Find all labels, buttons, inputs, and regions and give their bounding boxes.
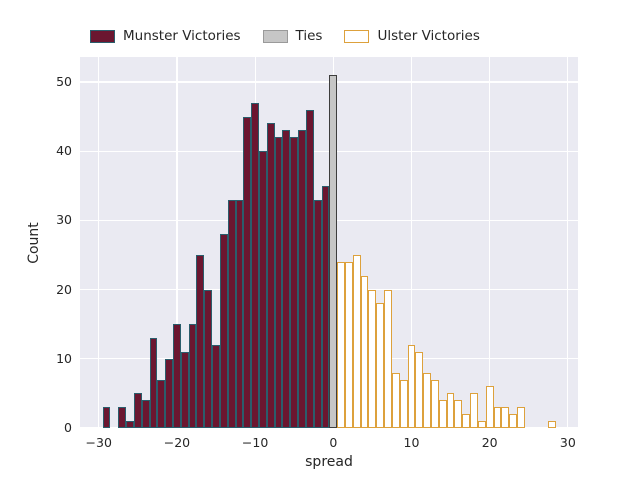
histogram-bar xyxy=(462,414,471,428)
legend-entry-ulster: Ulster Victories xyxy=(344,26,480,46)
histogram-bar xyxy=(266,123,275,428)
gridline-y-0 xyxy=(80,427,578,429)
gridline-x--30 xyxy=(98,57,100,428)
histogram-bar xyxy=(290,137,299,428)
histogram-bar xyxy=(431,379,439,428)
x-tick-label: 30 xyxy=(559,435,576,450)
histogram-bar xyxy=(376,303,385,428)
histogram-bar xyxy=(282,130,291,428)
histogram-bar xyxy=(126,421,134,428)
legend-label-ulster: Ulster Victories xyxy=(377,28,480,44)
legend-label-munster: Munster Victories xyxy=(123,28,241,44)
histogram-bar xyxy=(118,407,127,428)
histogram-bar xyxy=(180,351,189,428)
histogram-bar xyxy=(509,414,517,428)
histogram-bar xyxy=(477,421,486,428)
histogram-bar xyxy=(173,324,181,428)
histogram-bar xyxy=(407,344,416,428)
ulster-swatch-icon xyxy=(344,29,370,43)
histogram-bar xyxy=(102,407,111,428)
gridline-x--20 xyxy=(176,57,178,428)
gridline-y-40 xyxy=(80,150,578,152)
x-axis-title: spread xyxy=(305,454,353,470)
histogram-bar xyxy=(251,102,260,428)
y-tick-label: 10 xyxy=(56,350,72,366)
histogram-bar xyxy=(196,254,205,428)
x-tick-label: −20 xyxy=(163,435,191,450)
histogram-bar xyxy=(235,199,244,428)
legend-entry-munster: Munster Victories xyxy=(90,26,241,46)
gridline-y-50 xyxy=(80,81,578,83)
munster-swatch-icon xyxy=(90,29,115,43)
plot-area xyxy=(80,57,578,429)
x-tick-label: −30 xyxy=(85,435,112,450)
histogram-bar xyxy=(219,234,228,428)
histogram-bar xyxy=(274,137,283,428)
histogram-bar xyxy=(149,338,158,428)
gridline-x-10 xyxy=(410,57,413,428)
histogram-bar xyxy=(141,400,150,428)
y-tick-label: 30 xyxy=(56,212,72,228)
histogram-bar xyxy=(298,130,306,428)
ties-swatch-icon xyxy=(262,29,288,43)
histogram-bar xyxy=(384,289,392,428)
histogram-bar xyxy=(157,379,166,428)
histogram-bar xyxy=(204,289,213,428)
histogram-bar xyxy=(352,254,361,428)
histogram-bar xyxy=(133,393,142,428)
histogram-bar xyxy=(313,199,322,428)
histogram-bar xyxy=(423,372,432,428)
legend-label-ties: Ties xyxy=(295,28,323,44)
x-tick-label: −10 xyxy=(241,435,269,450)
histogram-bar xyxy=(329,74,338,428)
y-tick-label: 50 xyxy=(56,73,72,89)
x-tick-label: 10 xyxy=(403,435,420,450)
histogram-bar xyxy=(470,393,478,428)
histogram-bar xyxy=(321,185,330,428)
y-tick-label: 20 xyxy=(56,281,72,297)
histogram-bar xyxy=(415,351,424,428)
histogram-bar xyxy=(337,261,346,428)
histogram-bar xyxy=(227,199,236,428)
histogram-bar xyxy=(305,109,314,428)
histogram-bar xyxy=(368,289,377,428)
histogram-bar xyxy=(243,116,252,428)
histogram-bar xyxy=(391,372,400,428)
x-tick-label: 0 xyxy=(329,435,338,450)
legend-entry-ties: Ties xyxy=(262,26,323,46)
histogram-bar xyxy=(399,379,408,428)
histogram-bar xyxy=(446,393,455,428)
histogram-bar xyxy=(485,386,494,428)
histogram-bar xyxy=(259,151,267,428)
gridline-x-30 xyxy=(567,57,569,428)
histogram-bar xyxy=(517,407,525,428)
y-axis-title: Count xyxy=(26,221,42,264)
histogram-bar xyxy=(438,400,447,428)
histogram-bar xyxy=(345,261,353,428)
x-tick-label: 20 xyxy=(481,435,498,450)
histogram-bar xyxy=(548,421,557,428)
histogram-bar xyxy=(212,344,220,428)
histogram-bar xyxy=(501,407,510,428)
histogram-bar xyxy=(165,358,174,428)
histogram-bar xyxy=(493,407,502,428)
y-tick-label: 40 xyxy=(56,143,72,159)
histogram-bar xyxy=(454,400,463,428)
legend: Munster Victories Ties Ulster Victories xyxy=(90,26,480,46)
histogram-bar xyxy=(360,275,369,428)
gridline-x-20 xyxy=(489,57,491,428)
histogram-bar xyxy=(188,324,197,428)
y-tick-label: 0 xyxy=(64,420,72,435)
